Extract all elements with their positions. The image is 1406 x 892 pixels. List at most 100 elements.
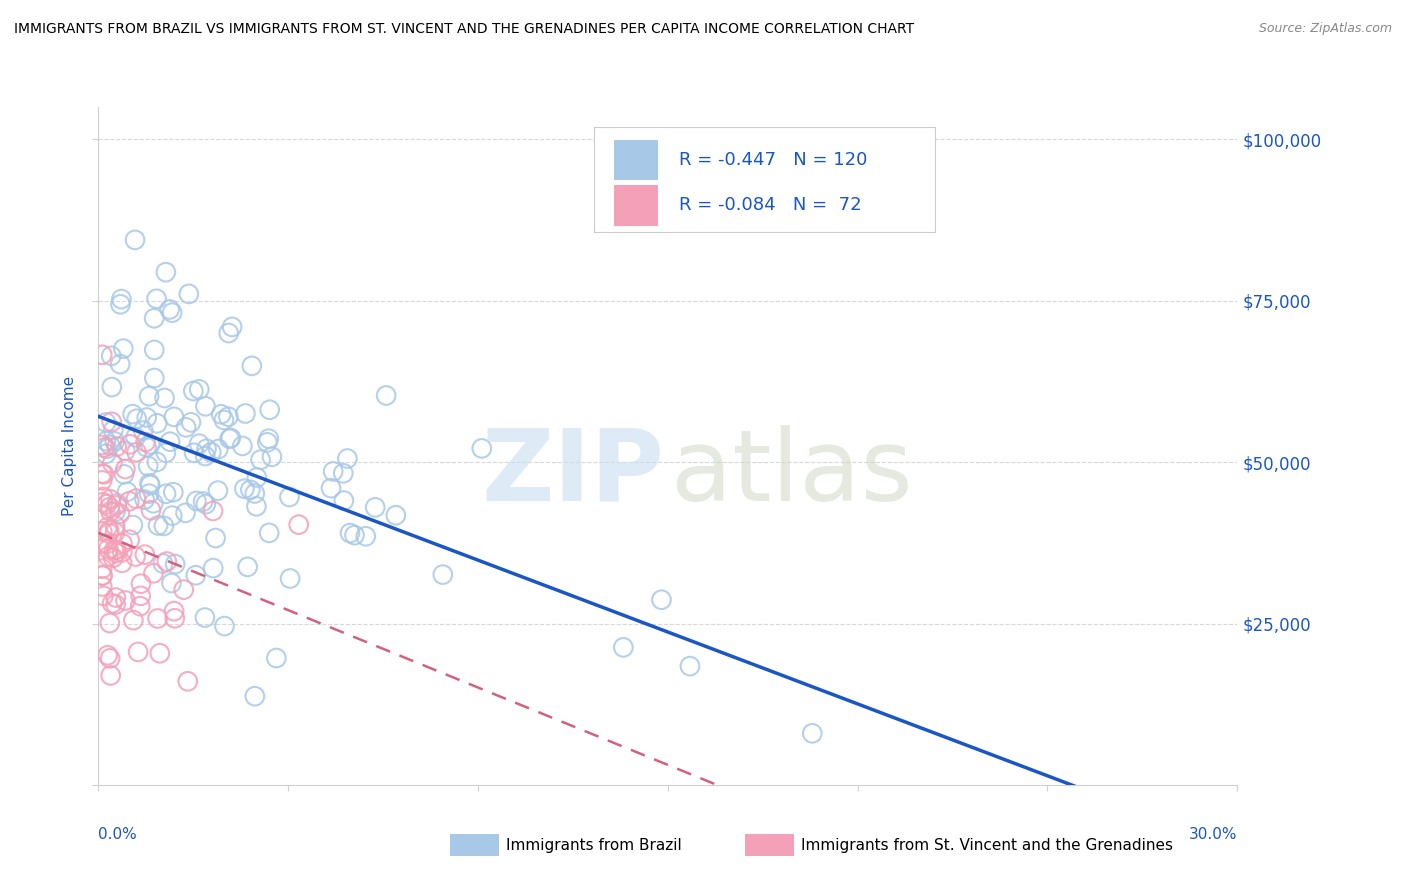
Point: [339, 526, 361, 541]
Point: [200, 445, 222, 459]
Point: [173, 582, 195, 597]
Point: [114, 443, 136, 458]
Point: [243, 486, 266, 500]
Point: [612, 640, 634, 655]
Point: [155, 265, 177, 279]
Point: [101, 380, 124, 394]
Point: [94, 416, 117, 430]
Point: [174, 506, 197, 520]
Point: [114, 593, 136, 607]
Bar: [614, 185, 658, 226]
Point: [134, 492, 156, 507]
Point: [103, 423, 125, 437]
Point: [471, 442, 494, 456]
Point: [135, 410, 157, 425]
Point: [218, 326, 240, 340]
Text: ZIP: ZIP: [482, 425, 665, 522]
Point: [127, 645, 149, 659]
Point: [104, 518, 127, 533]
Text: R = -0.084   N =  72: R = -0.084 N = 72: [679, 196, 862, 214]
Point: [278, 572, 301, 586]
Point: [159, 302, 181, 317]
Point: [135, 435, 157, 450]
Point: [257, 525, 280, 540]
Point: [91, 495, 114, 509]
Point: [180, 415, 202, 429]
Point: [162, 485, 184, 500]
Point: [243, 689, 266, 703]
Point: [183, 446, 205, 460]
Point: [322, 465, 344, 479]
Point: [153, 519, 176, 533]
Point: [104, 591, 127, 605]
Text: R = -0.447   N = 120: R = -0.447 N = 120: [679, 151, 868, 169]
Point: [146, 417, 169, 431]
Point: [257, 432, 280, 446]
Point: [104, 598, 127, 612]
Point: [679, 659, 702, 673]
Point: [219, 431, 242, 445]
Point: [97, 526, 120, 541]
Point: [163, 604, 186, 618]
Point: [240, 359, 263, 373]
Point: [184, 568, 207, 582]
Point: [155, 487, 177, 501]
Point: [233, 482, 256, 496]
Text: IMMIGRANTS FROM BRAZIL VS IMMIGRANTS FROM ST. VINCENT AND THE GRENADINES PER CAP: IMMIGRANTS FROM BRAZIL VS IMMIGRANTS FRO…: [14, 22, 914, 37]
Point: [195, 442, 218, 456]
Point: [105, 542, 128, 557]
Point: [138, 486, 160, 500]
Bar: [614, 139, 658, 180]
Point: [111, 545, 134, 559]
Point: [385, 508, 408, 523]
Point: [100, 492, 122, 507]
Point: [149, 646, 172, 660]
Point: [111, 556, 134, 570]
Text: 30.0%: 30.0%: [1189, 827, 1237, 842]
Point: [121, 407, 143, 421]
Point: [104, 505, 127, 519]
Point: [91, 537, 114, 551]
Point: [135, 440, 157, 454]
Point: [650, 592, 672, 607]
Point: [125, 445, 148, 459]
Point: [98, 524, 121, 538]
Point: [93, 441, 115, 455]
Point: [160, 305, 183, 319]
Point: [98, 500, 121, 515]
Point: [212, 413, 235, 427]
Point: [100, 504, 122, 518]
Point: [332, 467, 354, 481]
Point: [91, 490, 114, 504]
Point: [105, 440, 128, 454]
Text: atlas: atlas: [671, 425, 912, 522]
Point: [118, 533, 141, 547]
Point: [91, 467, 114, 481]
Point: [114, 462, 136, 476]
Point: [111, 536, 134, 550]
Point: [96, 537, 118, 551]
Point: [146, 455, 169, 469]
Point: [98, 651, 121, 665]
Point: [152, 557, 174, 571]
Point: [236, 559, 259, 574]
Text: Immigrants from St. Vincent and the Grenadines: Immigrants from St. Vincent and the Gren…: [801, 838, 1174, 853]
Point: [146, 611, 169, 625]
Point: [91, 524, 114, 539]
Point: [181, 384, 204, 398]
Point: [91, 568, 114, 582]
Point: [235, 407, 257, 421]
Point: [375, 388, 398, 402]
Point: [96, 442, 118, 456]
Text: Source: ZipAtlas.com: Source: ZipAtlas.com: [1258, 22, 1392, 36]
Point: [124, 549, 146, 564]
Point: [354, 529, 377, 543]
Point: [125, 491, 148, 506]
Point: [146, 518, 169, 533]
Point: [125, 411, 148, 425]
Point: [105, 499, 128, 513]
Point: [143, 371, 166, 385]
Point: [217, 409, 239, 424]
Point: [249, 452, 271, 467]
Point: [139, 503, 162, 517]
